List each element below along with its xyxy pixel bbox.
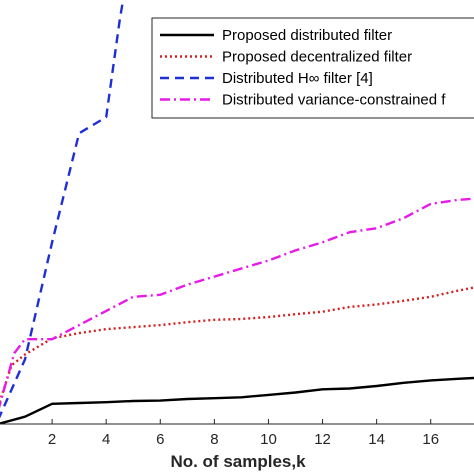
x-tick-label: 14	[368, 431, 385, 448]
series-line-3	[0, 0, 125, 419]
legend-label-1: Proposed distributed filter	[222, 27, 392, 44]
x-axis-title: No. of samples,k	[170, 452, 306, 471]
series-line-1	[0, 376, 474, 424]
x-tick-label: 4	[102, 431, 110, 448]
series-line-4	[0, 197, 474, 409]
axes: 2 4 6 8 10 12 14 16	[0, 419, 474, 448]
x-tick-label: 8	[210, 431, 218, 448]
x-tick-label: 12	[314, 431, 331, 448]
legend: Proposed distributed filter Proposed dece…	[151, 17, 474, 119]
plot-area	[0, 0, 474, 424]
legend-label-3: Distributed H∞ filter [4]	[222, 70, 373, 87]
series-line-2	[0, 286, 474, 405]
legend-label-4: Distributed variance-constrained f	[222, 92, 446, 109]
x-tick-label: 2	[48, 431, 56, 448]
legend-label-2: Proposed decentralized filter	[222, 49, 412, 66]
x-tick-label: 6	[156, 431, 164, 448]
x-tick-label: 10	[260, 431, 277, 448]
x-tick-label: 16	[422, 431, 439, 448]
